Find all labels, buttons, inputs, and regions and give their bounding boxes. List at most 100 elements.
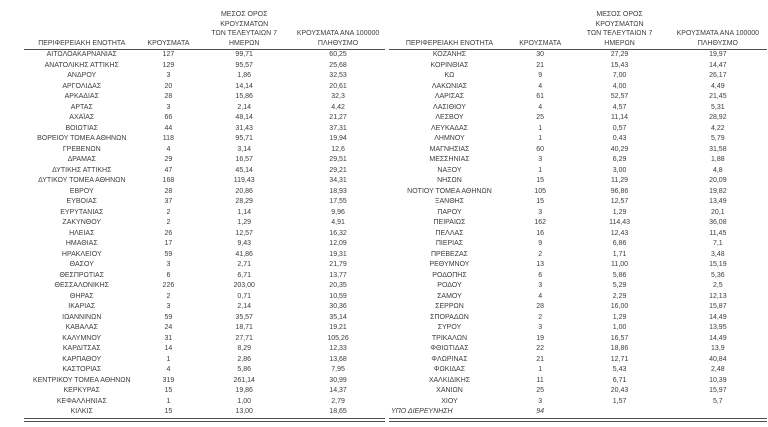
cell-cases: 105: [534, 187, 547, 195]
cell-cases: 25: [536, 114, 545, 121]
cell-per100k: 32,3: [331, 93, 345, 100]
cell-region: ΣΑΜΟΥ: [437, 292, 462, 300]
cell-region: ΘΕΣΠΡΩΤΙΑΣ: [59, 271, 105, 279]
cell-per100k: 2,79: [331, 397, 345, 405]
cell-avg7: 1,29: [612, 313, 627, 321]
table-row: ΞΑΝΘΗΣ 15 12,57 13,49: [389, 197, 767, 208]
table-row: ΙΩΑΝΝΙΝΩΝ 59 35,57 35,14: [24, 313, 385, 324]
cell-cases: 3: [166, 103, 171, 111]
table-row: ΚΟΡΙΝΘΙΑΣ 21 15,43 14,47: [389, 61, 767, 72]
cell-cases: 9: [538, 240, 543, 247]
cell-avg7: 1,57: [612, 397, 627, 405]
col-header-region: ΠΕΡΙΦΕΡΕΙΑΚΗ ΕΝΟΤΗΤΑ: [24, 10, 140, 50]
cell-region: ΧΑΛΚΙΔΙΚΗΣ: [428, 376, 471, 384]
cell-cases: 60: [536, 145, 545, 153]
table-row: ΠΙΕΡΙΑΣ 9 6,86 7,1: [389, 239, 767, 250]
cell-region: ΥΠΟ ΔΙΕΡΕΥΝΗΣΗ: [391, 408, 453, 415]
cell-region: ΛΑΣΙΘΙΟΥ: [433, 103, 466, 111]
table-row: ΣΕΡΡΩΝ 28 16,00 15,87: [389, 302, 767, 313]
cell-cases: 1: [166, 355, 171, 363]
cell-per100k: 9,96: [331, 208, 345, 216]
cell-per100k: 4,49: [711, 82, 725, 90]
cell-cases: 3: [166, 72, 171, 79]
cell-cases: 25: [536, 387, 545, 394]
table-row: ΚΑΡΔΙΤΣΑΣ 14 8,29 12,33: [24, 344, 385, 355]
regional-units-table-right: ΠΕΡΙΦΕΡΕΙΑΚΗ ΕΝΟΤΗΤΑ ΚΡΟΥΣΜΑΤΑ ΜΕΣΟΣ ΟΡΟ…: [389, 10, 767, 422]
cell-region: ΚΕΡΚΥΡΑΣ: [63, 387, 101, 394]
cell-cases: 94: [536, 408, 545, 415]
cell-per100k: 15,19: [709, 261, 727, 268]
cell-avg7: 6,71: [237, 271, 251, 279]
cell-avg7: 2,86: [237, 355, 251, 363]
cell-region: ΣΕΡΡΩΝ: [435, 303, 464, 310]
cell-per100k: 12,13: [709, 292, 727, 300]
cell-cases: 9: [538, 72, 543, 79]
regional-units-table-left: ΠΕΡΙΦΕΡΕΙΑΚΗ ΕΝΟΤΗΤΑ ΚΡΟΥΣΜΑΤΑ ΜΕΣΟΣ ΟΡΟ…: [24, 10, 385, 422]
cell-per100k: 13,49: [709, 198, 727, 205]
table-row: ΕΒΡΟΥ 28 20,86 18,93: [24, 187, 385, 198]
cell-avg7: 119,43: [233, 177, 255, 184]
table-row: ΑΡΓΟΛΙΔΑΣ 20 14,14 20,61: [24, 82, 385, 93]
table-row: ΕΥΒΟΙΑΣ 37 28,29 17,55: [24, 197, 385, 208]
cell-per100k: 4,8: [712, 166, 723, 174]
cell-region: ΠΙΕΡΙΑΣ: [435, 240, 464, 247]
cell-region: ΚΕΝΤΡΙΚΟΥ ΤΟΜΕΑ ΑΘΗΝΩΝ: [32, 376, 131, 384]
cell-region: ΧΙΟΥ: [441, 397, 458, 405]
cell-cases: 37: [164, 198, 173, 205]
cell-avg7: 20,86: [235, 187, 253, 195]
cell-per100k: 3,48: [711, 250, 725, 258]
cell-cases: 61: [536, 93, 545, 100]
table-row: ΚΑΛΥΜΝΟΥ 31 27,71 105,26: [24, 334, 385, 345]
cell-cases: 44: [164, 124, 173, 132]
cell-avg7: 0,71: [237, 292, 251, 300]
cell-avg7: 1,86: [237, 72, 251, 79]
cell-avg7: 1,00: [612, 324, 627, 331]
cell-cases: 6: [538, 271, 543, 279]
cell-region: ΑΝΔΡΟΥ: [67, 72, 97, 79]
table-row: ΛΕΥΚΑΔΑΣ 1 0,57 4,22: [389, 124, 767, 135]
cell-per100k: 14,47: [709, 61, 727, 69]
table-row: ΑΝΑΤΟΛΙΚΗΣ ΑΤΤΙΚΗΣ 129 95,57 25,68: [24, 61, 385, 72]
table-row: ΚΑΡΠΑΘΟΥ 1 2,86 13,68: [24, 355, 385, 366]
table-row: ΤΡΙΚΑΛΩΝ 19 16,57 14,49: [389, 334, 767, 345]
table-row: ΝΑΞΟΥ 1 3,00 4,8: [389, 166, 767, 177]
table-row: ΛΑΣΙΘΙΟΥ 4 4,57 5,31: [389, 103, 767, 114]
cell-region: ΣΠΟΡΑΔΩΝ: [430, 313, 469, 321]
cell-avg7: [570, 407, 668, 420]
cell-cases: 162: [534, 219, 547, 226]
cell-avg7: 18,86: [610, 345, 629, 352]
cell-cases: 4: [166, 366, 171, 373]
cell-cases: 14: [164, 345, 173, 352]
cell-per100k: 4,42: [331, 103, 345, 111]
cell-per100k: 7,95: [331, 366, 345, 373]
cell-avg7: 48,14: [235, 114, 253, 121]
table-row: ΦΩΚΙΔΑΣ 1 5,43 2,48: [389, 365, 767, 376]
cell-region: ΚΑΡΔΙΤΣΑΣ: [62, 345, 101, 352]
cell-per100k: 25,68: [329, 61, 347, 69]
cell-per100k: 105,26: [327, 334, 349, 342]
table-row: ΚΕΡΚΥΡΑΣ 15 19,86 14,37: [24, 386, 385, 397]
cell-region: ΠΡΕΒΕΖΑΣ: [430, 250, 468, 258]
cell-cases: 15: [164, 387, 173, 394]
cell-cases: 28: [536, 303, 545, 310]
cell-cases: 26: [164, 229, 173, 237]
cell-region: ΚΩ: [444, 72, 455, 79]
cell-region: ΡΟΔΟΠΗΣ: [432, 271, 467, 279]
table-row: ΙΚΑΡΙΑΣ 3 2,14 30,36: [24, 302, 385, 313]
cell-region: ΞΑΝΘΗΣ: [434, 198, 465, 205]
cell-avg7: 1,29: [237, 219, 251, 226]
cell-cases: 129: [162, 61, 175, 69]
table-row: ΠΕΛΛΑΣ 16 12,43 11,45: [389, 229, 767, 240]
cell-cases: 3: [166, 303, 171, 310]
cell-per100k: 10,39: [709, 376, 727, 384]
cell-per100k: 13,95: [709, 324, 727, 331]
cell-avg7: 95,57: [235, 61, 253, 69]
cell-cases: 29: [164, 156, 173, 163]
cell-cases: 118: [162, 135, 174, 142]
cell-avg7: 1,29: [612, 208, 627, 216]
cell-per100k: 19,82: [709, 187, 727, 195]
cell-region: ΑΧΑΪΑΣ: [69, 114, 95, 121]
table-row: ΦΘΙΩΤΙΔΑΣ 22 18,86 13,9: [389, 344, 767, 355]
table-row: ΣΑΜΟΥ 4 2,29 12,13: [389, 292, 767, 303]
cell-per100k: 35,14: [329, 313, 347, 321]
